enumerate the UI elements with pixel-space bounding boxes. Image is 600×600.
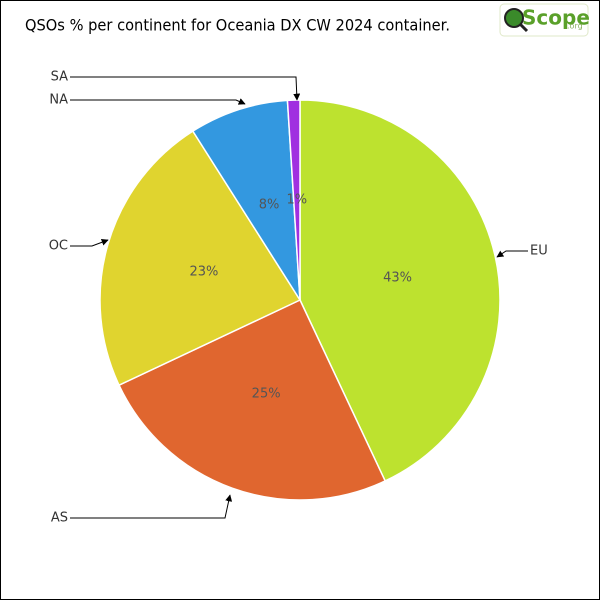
slice-label: 25% [252,387,281,402]
category-label: NA [49,93,68,108]
category-label: AS [51,511,68,526]
category-label: EU [530,244,548,259]
category-label: OC [49,239,68,254]
callout-line [70,494,233,519]
callout-line [496,250,528,258]
slice-label: 1% [287,193,308,208]
callout-line [70,238,109,247]
slice-label: 8% [259,197,280,212]
logo-text: Scope [522,6,590,30]
chart-title: QSOs % per continent for Oceania DX CW 2… [25,16,450,35]
logo: Scope .org [499,3,590,37]
slice-label: 23% [190,265,219,280]
category-label: SA [51,70,68,85]
pie-slice [299,99,501,482]
logo-handle [518,22,529,33]
logo-icon [504,8,524,28]
callout-line [70,98,246,105]
pie-slice [118,299,387,501]
pie-slice [191,99,301,301]
logo-suffix: .org [567,22,583,31]
callout-line [70,76,301,101]
slice-label: 43% [383,271,412,286]
